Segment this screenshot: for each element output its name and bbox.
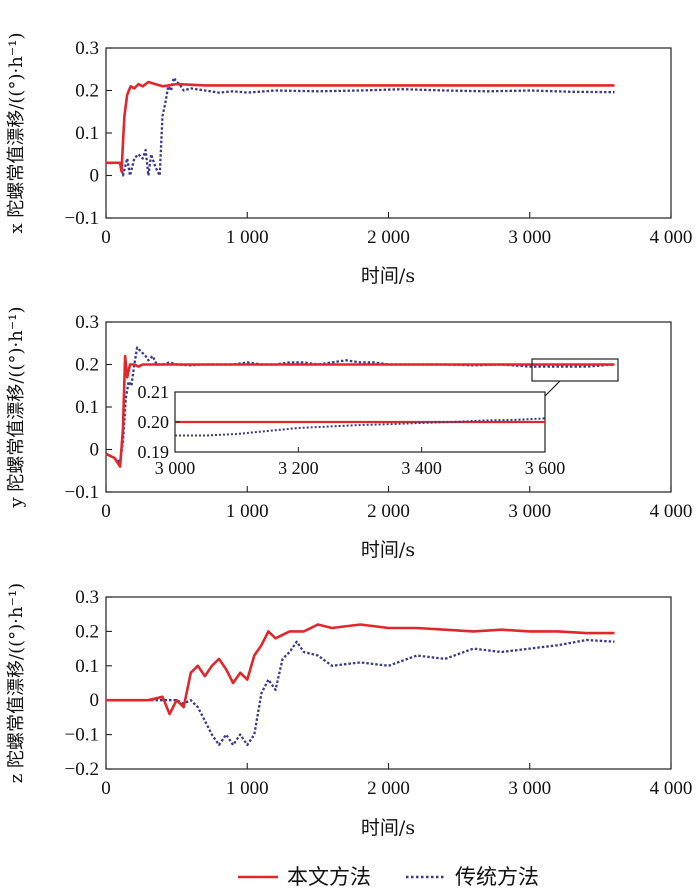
series-group — [106, 623, 615, 747]
inset-plot: 0.19 0.20 0.21 3 000 3 200 3 400 3 600 — [138, 382, 566, 478]
inset-x-tick-label: 3 200 — [278, 458, 319, 478]
x-tick-label: 3 000 — [508, 778, 551, 799]
series-group — [105, 346, 615, 468]
y-tick-label: 0 — [90, 440, 100, 461]
y-tick-label: −0.2 — [65, 759, 99, 780]
y-tick-label: 0.1 — [75, 123, 99, 144]
x-tick-label: 1 000 — [226, 778, 269, 799]
x-axis: 0 1 000 2 000 3 000 4 000 — [101, 212, 692, 248]
inset-x-tick-label: 3 400 — [401, 458, 442, 478]
y-tick-label: 0.1 — [75, 397, 99, 418]
plot-frame — [105, 596, 672, 770]
x-tick-label: 0 — [101, 778, 111, 799]
zoom-connector-line — [542, 380, 561, 399]
x-tick-label: 4 000 — [650, 501, 693, 522]
y-tick-label: 0.3 — [75, 587, 99, 608]
x-tick-label: 0 — [101, 501, 111, 522]
x-tick-label: 2 000 — [367, 227, 410, 248]
series-line-traditional — [106, 638, 615, 747]
y-tick-label: 0.3 — [75, 38, 99, 59]
series-line-proposed — [106, 623, 615, 716]
series-line-traditional — [106, 76, 615, 177]
y-tick-label: 0 — [90, 690, 100, 711]
y-axis-label: z 陀螺常值漂移/((°)·h⁻¹) — [6, 583, 27, 783]
y-tick-label: 0.3 — [75, 312, 99, 333]
y-axis-label: x 陀螺常值漂移/((°)·h⁻¹) — [6, 32, 27, 233]
series-group — [106, 76, 615, 177]
x-tick-label: 3 000 — [508, 501, 551, 522]
y-axis-label: y 陀螺常值漂移/((°)·h⁻¹) — [6, 306, 27, 508]
inset-x-tick-label: 3 000 — [155, 458, 196, 478]
x-tick-label: 3 000 — [508, 227, 551, 248]
x-axis-label: 时间/s — [361, 539, 415, 561]
x-axis-label: 时间/s — [361, 265, 415, 287]
inset-series-group — [175, 417, 546, 437]
x-tick-label: 1 000 — [226, 501, 269, 522]
y-axis: −0.1 0 0.1 0.2 0.3 — [65, 312, 112, 503]
x-axis: 0 1 000 2 000 3 000 4 000 — [101, 763, 692, 799]
x-tick-label: 2 000 — [367, 778, 410, 799]
inset-line-traditional — [175, 417, 546, 437]
x-tick-label: 2 000 — [367, 501, 410, 522]
x-tick-label: 0 — [101, 227, 111, 248]
inset-x-tick-label: 3 600 — [525, 458, 566, 478]
y-tick-label: 0.2 — [75, 81, 99, 102]
series-line-proposed — [106, 80, 615, 173]
y-axis: −0.1 0 0.1 0.2 0.3 — [65, 38, 112, 229]
x-tick-label: 4 000 — [650, 227, 693, 248]
zoom-region-box — [531, 358, 619, 382]
inset-y-tick-label: 0.20 — [138, 412, 170, 432]
y-tick-label: 0 — [90, 166, 100, 187]
y-tick-label: −0.1 — [65, 725, 99, 746]
plot-frame — [105, 47, 672, 219]
x-tick-label: 4 000 — [650, 778, 693, 799]
legend-label-traditional: 传统方法 — [455, 865, 539, 889]
y-axis: −0.2 −0.1 0 0.1 0.2 0.3 — [65, 587, 112, 780]
x-axis: 0 1 000 2 000 3 000 4 000 — [101, 486, 692, 522]
y-tick-label: 0.1 — [75, 656, 99, 677]
inset-y-tick-label: 0.21 — [138, 382, 170, 402]
x-tick-label: 1 000 — [226, 227, 269, 248]
x-axis-label: 时间/s — [361, 817, 415, 839]
inset-y-axis: 0.19 0.20 0.21 — [138, 382, 180, 462]
y-tick-label: 0.2 — [75, 355, 99, 376]
y-tick-label: 0.2 — [75, 621, 99, 642]
y-tick-label: −0.1 — [65, 482, 99, 503]
legend: 本文方法 传统方法 — [238, 865, 539, 889]
series-line-proposed — [105, 354, 615, 468]
inset-y-tick-label: 0.19 — [138, 442, 170, 462]
panel-z-drift: −0.2 −0.1 0 0.1 0.2 0.3 0 1 000 2 000 3 000 4 000… — [6, 583, 692, 839]
y-tick-label: −0.1 — [65, 208, 99, 229]
legend-label-proposed: 本文方法 — [287, 865, 371, 889]
inset-x-axis: 3 000 3 200 3 400 3 600 — [155, 447, 566, 478]
